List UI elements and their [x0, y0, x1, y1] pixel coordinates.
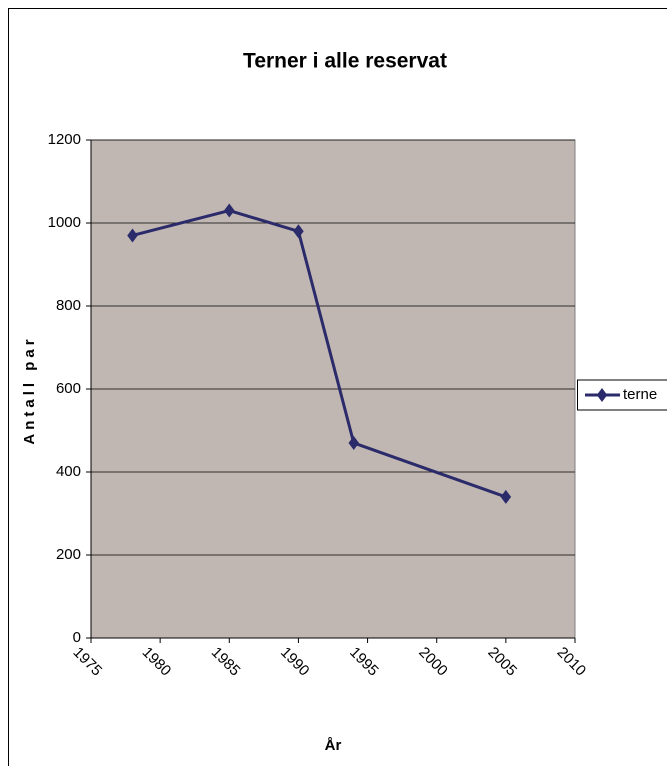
y-tick-label: 0: [73, 629, 81, 646]
data-point: [293, 224, 304, 239]
y-tick-label: 600: [56, 380, 81, 397]
chart-title: Terner i alle reservat: [243, 50, 447, 73]
x-axis-label: År: [325, 737, 342, 754]
data-point: [127, 228, 138, 243]
y-tick-label: 200: [56, 546, 81, 563]
y-tick-label: 1000: [48, 214, 81, 231]
y-tick-label: 800: [56, 297, 81, 314]
y-axis-label: Antall par: [21, 335, 38, 444]
data-point: [348, 435, 359, 450]
y-tick-label: 1200: [48, 131, 81, 148]
data-point: [224, 203, 235, 218]
legend-marker: [596, 388, 608, 402]
data-point: [500, 489, 512, 504]
legend-label: terne: [623, 386, 657, 403]
y-tick-label: 400: [56, 463, 81, 480]
